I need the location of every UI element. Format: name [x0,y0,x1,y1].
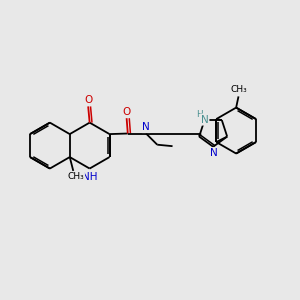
Text: N: N [201,115,208,124]
Text: CH₃: CH₃ [67,172,84,181]
Text: CH₃: CH₃ [231,85,248,94]
Text: N: N [142,122,150,132]
Text: NH: NH [82,172,98,182]
Text: O: O [84,95,92,105]
Text: N: N [211,148,218,158]
Text: H: H [196,110,202,119]
Text: O: O [122,107,131,117]
